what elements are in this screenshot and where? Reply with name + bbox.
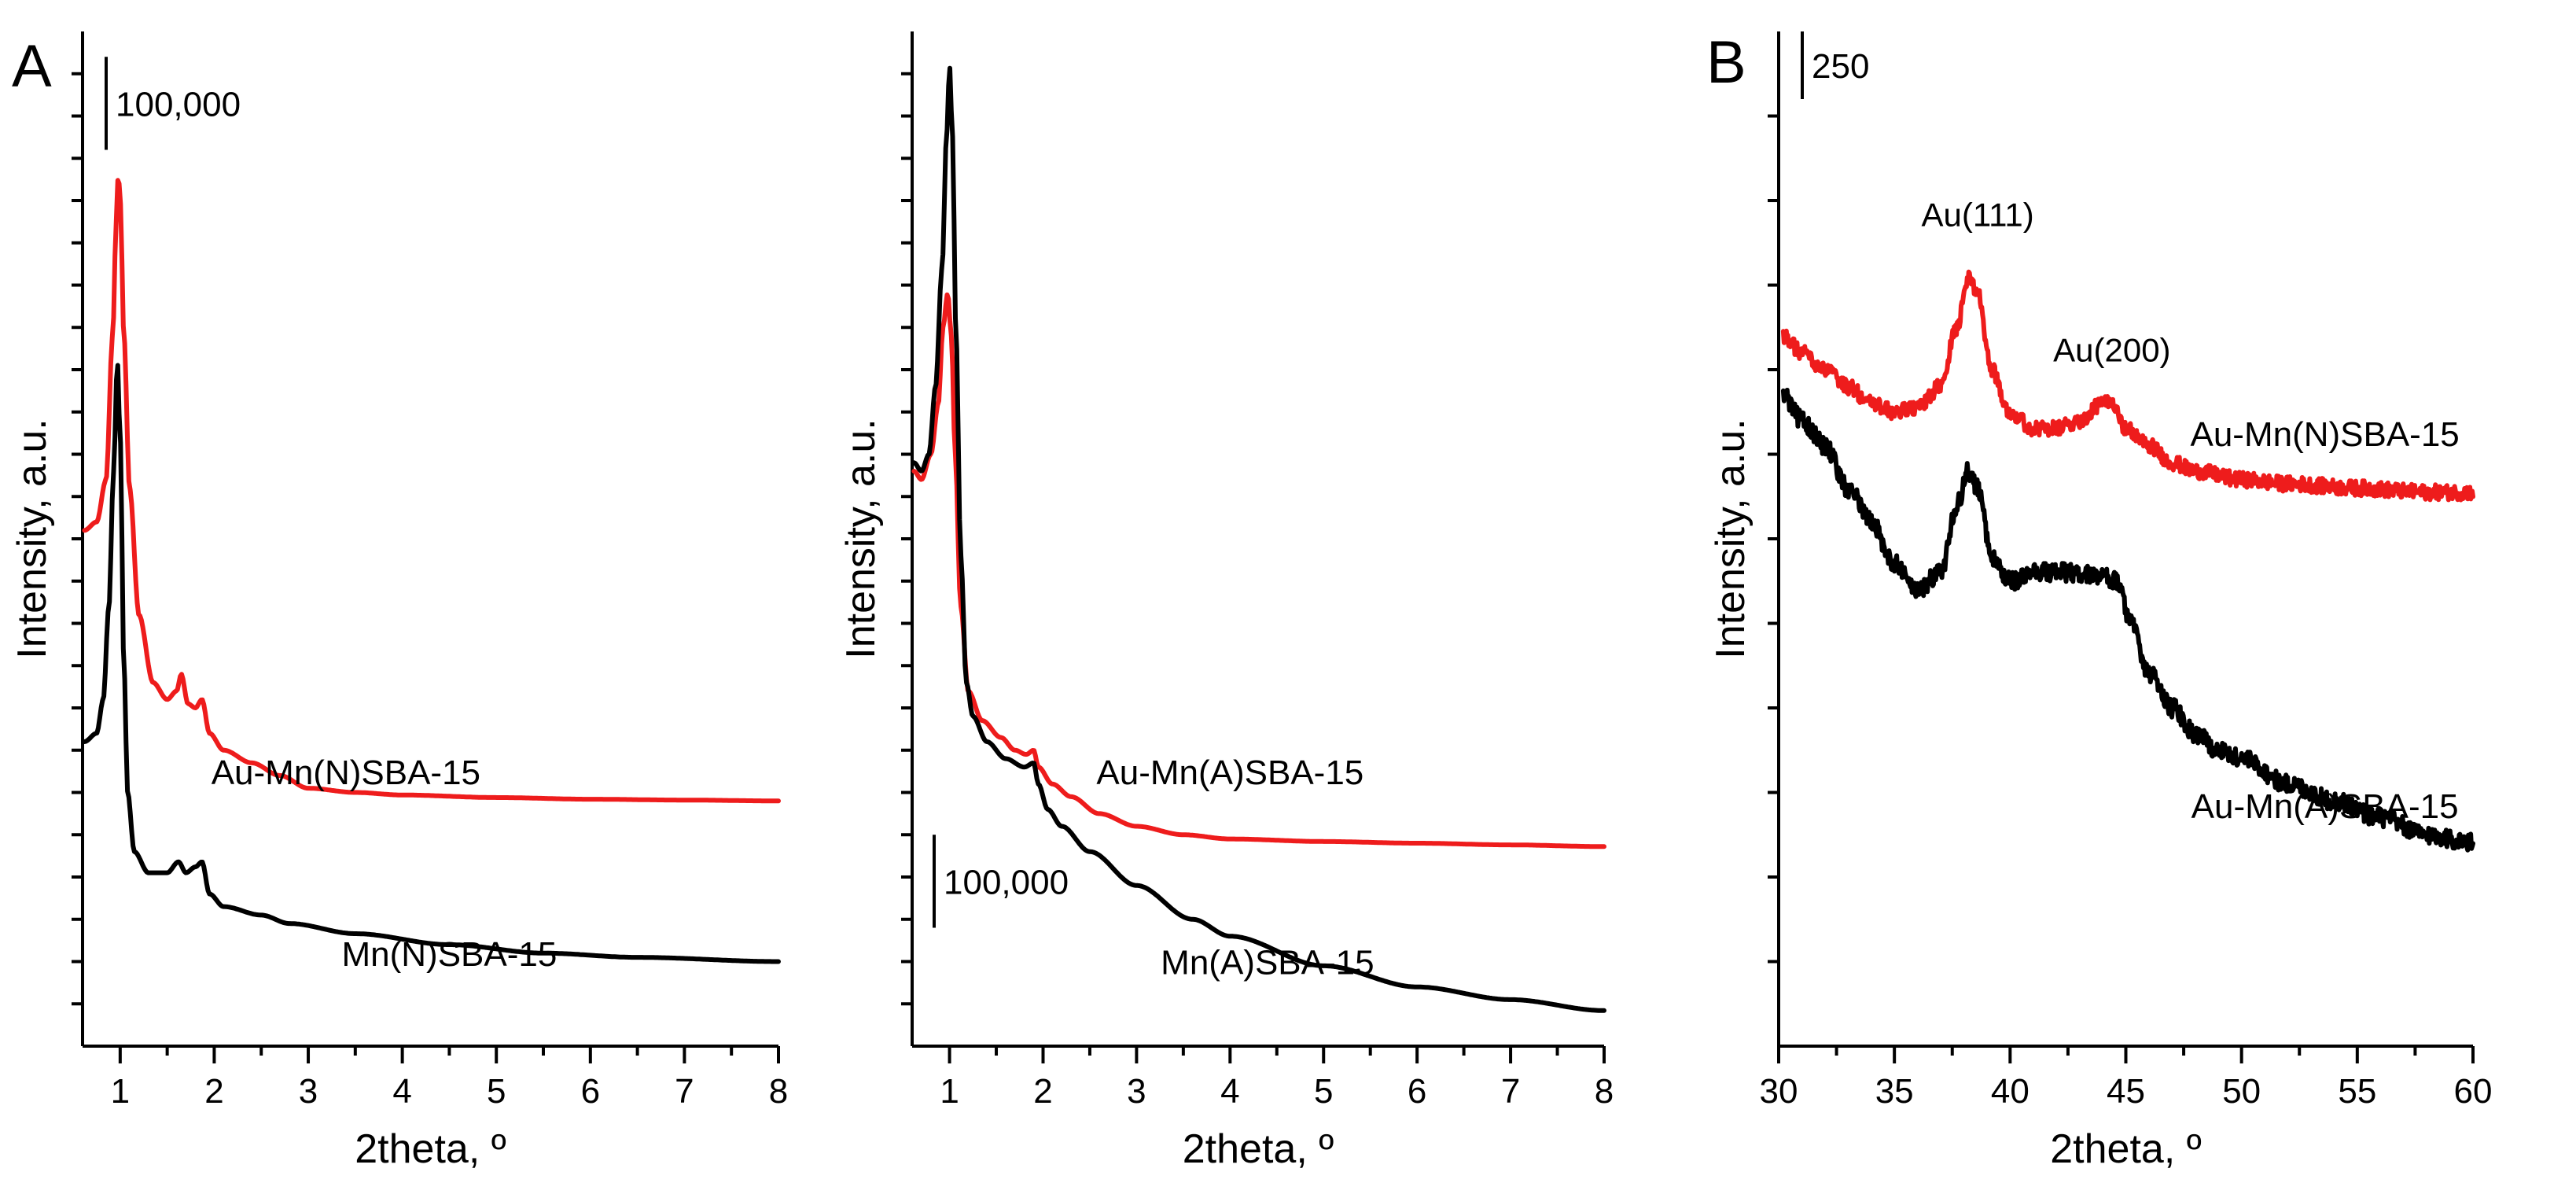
- a1-x-tick-label: 1: [111, 1072, 130, 1111]
- b-x-tick-label: 50: [2222, 1072, 2261, 1111]
- a1-x-axis-label: 2theta, º: [355, 1126, 506, 1172]
- b-panel-letter: B: [1706, 29, 1746, 96]
- a1-x-tick-label: 8: [769, 1072, 788, 1111]
- a1-x-tick-label: 5: [487, 1072, 506, 1111]
- a2-x-tick-label: 6: [1408, 1072, 1426, 1111]
- a2-x-tick-label: 4: [1220, 1072, 1239, 1111]
- b-series-line-au-mn-n-sba-15: [1780, 269, 2475, 503]
- b-x-tick-label: 45: [2107, 1072, 2145, 1111]
- a1-x-tick-label: 2: [204, 1072, 223, 1111]
- b-peak-label-au-111: Au(111): [1922, 196, 2034, 233]
- b-y-axis-label: Intensity, a.u.: [1708, 418, 1754, 658]
- a1-series-line-au-mn-n-sba-15: [82, 178, 781, 804]
- a2-x-tick-label: 2: [1033, 1072, 1052, 1111]
- b-x-tick-label: 30: [1760, 1072, 1798, 1111]
- b-x-tick-label: 35: [1875, 1072, 1914, 1111]
- a1-x-tick-label: 4: [392, 1072, 411, 1111]
- b-x-tick-label: 55: [2338, 1072, 2376, 1111]
- panel-a-right-chart: 1 2 3 4 5 6 7 8 2theta, º Intensity, a.u. 100,000 A…: [838, 31, 1614, 1172]
- a1-series-label-mn-n-sba-15: Mn(N)SBA-15: [341, 935, 557, 974]
- a2-x-tick-label: 8: [1595, 1072, 1614, 1111]
- b-series-label-au-mn-a-sba-15: Au-Mn(A)SBA-15: [2191, 787, 2459, 826]
- panel-b-chart: 30 35 40 45 50 55 60 2theta, º Intensity, a.u. B 2…: [1706, 29, 2492, 1172]
- panel-a-left-chart: 1 2 3 4 5 6 7 8 2theta, º Intensity, a.u. A 100,000…: [9, 31, 788, 1172]
- b-series-line-au-mn-a-sba-15: [1780, 388, 2475, 853]
- a1-x-tick-label: 3: [299, 1072, 318, 1111]
- a1-x-tick-label: 6: [581, 1072, 600, 1111]
- b-scale-bar-label: 250: [1812, 47, 1869, 86]
- a2-series-label-mn-a-sba-15: Mn(A)SBA-15: [1161, 944, 1374, 982]
- b-x-tick-label: 40: [1991, 1072, 2030, 1111]
- a2-scale-bar-label: 100,000: [944, 863, 1069, 901]
- a2-x-axis-label: 2theta, º: [1183, 1126, 1334, 1172]
- a1-x-tick-label: 7: [675, 1072, 694, 1111]
- a1-series-label-au-mn-n-sba-15: Au-Mn(N)SBA-15: [212, 754, 480, 792]
- a1-panel-letter: A: [12, 33, 52, 100]
- a2-series-line-au-mn-a-sba-15: [911, 292, 1606, 849]
- a1-y-axis-label: Intensity, a.u.: [9, 418, 55, 658]
- a2-series-label-au-mn-a-sba-15: Au-Mn(A)SBA-15: [1096, 754, 1363, 792]
- a2-x-tick-label: 7: [1501, 1072, 1520, 1111]
- b-peak-label-au-200: Au(200): [2053, 331, 2170, 368]
- a2-series-line-mn-a-sba-15: [911, 65, 1606, 1013]
- a2-y-axis-label: Intensity, a.u.: [838, 418, 884, 658]
- b-series-label-au-mn-n-sba-15: Au-Mn(N)SBA-15: [2190, 415, 2459, 454]
- a1-series-line-mn-n-sba-15: [82, 363, 781, 964]
- a2-x-tick-label: 3: [1127, 1072, 1146, 1111]
- a2-x-tick-label: 1: [940, 1072, 959, 1111]
- a1-scale-bar-label: 100,000: [116, 85, 241, 123]
- b-x-axis-label: 2theta, º: [2050, 1126, 2201, 1172]
- b-x-tick-label: 60: [2454, 1072, 2493, 1111]
- a2-x-tick-label: 5: [1314, 1072, 1333, 1111]
